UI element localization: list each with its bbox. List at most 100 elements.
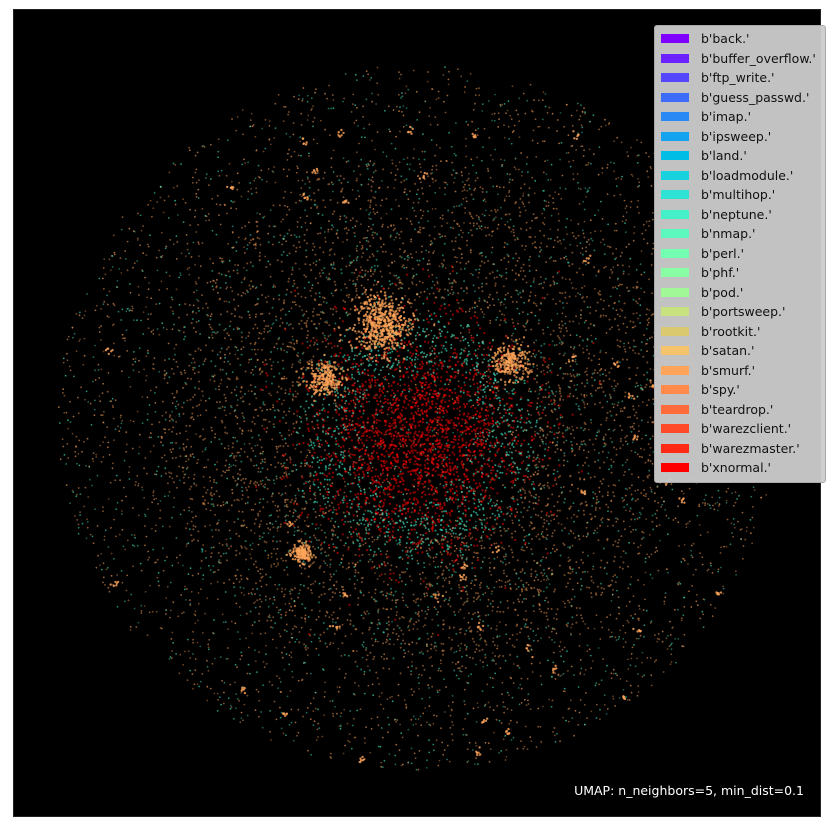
scatter-point xyxy=(606,163,609,166)
scatter-point xyxy=(175,258,178,260)
scatter-point xyxy=(268,120,271,122)
scatter-point xyxy=(317,736,319,738)
scatter-point xyxy=(363,692,366,695)
scatter-point xyxy=(730,522,733,525)
scatter-point xyxy=(534,471,537,474)
scatter-point xyxy=(306,100,309,103)
scatter-point xyxy=(535,634,537,636)
scatter-point xyxy=(92,452,95,454)
scatter-point xyxy=(255,149,258,151)
scatter-point xyxy=(122,337,124,340)
scatter-point xyxy=(334,402,337,405)
scatter-point xyxy=(183,338,185,341)
scatter-point xyxy=(467,675,470,677)
scatter-point xyxy=(100,325,102,327)
scatter-point xyxy=(578,322,580,325)
scatter-point xyxy=(548,106,551,109)
scatter-point xyxy=(281,656,284,659)
scatter-point xyxy=(331,482,334,485)
scatter-point xyxy=(407,650,410,653)
scatter-point xyxy=(319,119,322,122)
scatter-point xyxy=(553,239,556,242)
scatter-point xyxy=(463,222,465,224)
scatter-point xyxy=(579,314,582,316)
scatter-point xyxy=(264,483,267,486)
scatter-point xyxy=(246,248,249,250)
scatter-point xyxy=(493,112,496,115)
scatter-point xyxy=(496,499,499,502)
scatter-point xyxy=(581,145,584,148)
scatter-point xyxy=(553,641,556,644)
scatter-point xyxy=(355,119,358,122)
scatter-point xyxy=(121,510,123,512)
scatter-point xyxy=(535,746,538,748)
scatter-point xyxy=(708,504,711,507)
scatter-point xyxy=(460,253,463,256)
scatter-point xyxy=(212,546,215,549)
scatter-point xyxy=(145,535,148,538)
scatter-point xyxy=(411,653,414,656)
scatter-point xyxy=(288,410,290,413)
scatter-point xyxy=(201,673,204,675)
scatter-point xyxy=(211,662,214,665)
scatter-point xyxy=(284,588,287,591)
scatter-point xyxy=(513,166,516,169)
scatter-point xyxy=(186,438,189,441)
scatter-point xyxy=(253,423,256,425)
scatter-point xyxy=(183,588,186,591)
scatter-point xyxy=(613,419,616,422)
scatter-point xyxy=(516,238,519,241)
scatter-point xyxy=(117,355,120,358)
scatter-point xyxy=(629,206,632,209)
scatter-point xyxy=(432,560,435,563)
scatter-point xyxy=(247,663,250,666)
scatter-point xyxy=(311,592,313,594)
scatter-point xyxy=(399,106,401,109)
scatter-point xyxy=(434,191,437,194)
scatter-point xyxy=(212,632,214,634)
scatter-point xyxy=(261,294,263,296)
scatter-point xyxy=(613,229,616,232)
scatter-point xyxy=(559,338,562,341)
scatter-point xyxy=(506,109,509,112)
scatter-point xyxy=(176,365,179,368)
scatter-point xyxy=(354,403,357,406)
scatter-point xyxy=(636,162,639,164)
scatter-point xyxy=(328,546,331,549)
scatter-point xyxy=(381,766,384,769)
scatter-point xyxy=(367,270,369,273)
scatter-point xyxy=(370,637,373,640)
scatter-point xyxy=(610,599,613,602)
scatter-point xyxy=(324,128,326,131)
scatter-point xyxy=(531,483,533,486)
scatter-point xyxy=(257,484,260,486)
scatter-point xyxy=(641,530,644,533)
scatter-point xyxy=(185,234,188,236)
scatter-point xyxy=(655,525,658,528)
scatter-point xyxy=(550,705,553,708)
scatter-point xyxy=(196,641,199,644)
scatter-point xyxy=(307,525,309,528)
scatter-point xyxy=(422,210,425,213)
scatter-point xyxy=(469,395,472,398)
scatter-point xyxy=(355,650,358,652)
scatter-point xyxy=(604,394,607,397)
scatter-point xyxy=(119,479,121,482)
scatter-point xyxy=(180,163,182,166)
scatter-point xyxy=(198,179,200,182)
scatter-point xyxy=(243,246,246,249)
scatter-point xyxy=(606,245,609,248)
scatter-point xyxy=(586,189,589,191)
scatter-point xyxy=(579,699,582,701)
scatter-point xyxy=(310,754,313,756)
scatter-point xyxy=(154,410,157,413)
scatter-point xyxy=(587,464,590,467)
scatter-point xyxy=(425,767,428,769)
scatter-point xyxy=(287,113,289,116)
scatter-point xyxy=(315,739,318,741)
scatter-point xyxy=(547,659,549,662)
scatter-point xyxy=(649,381,652,384)
scatter-point xyxy=(598,683,600,686)
scatter-point xyxy=(570,346,572,348)
scatter-point xyxy=(586,338,589,341)
